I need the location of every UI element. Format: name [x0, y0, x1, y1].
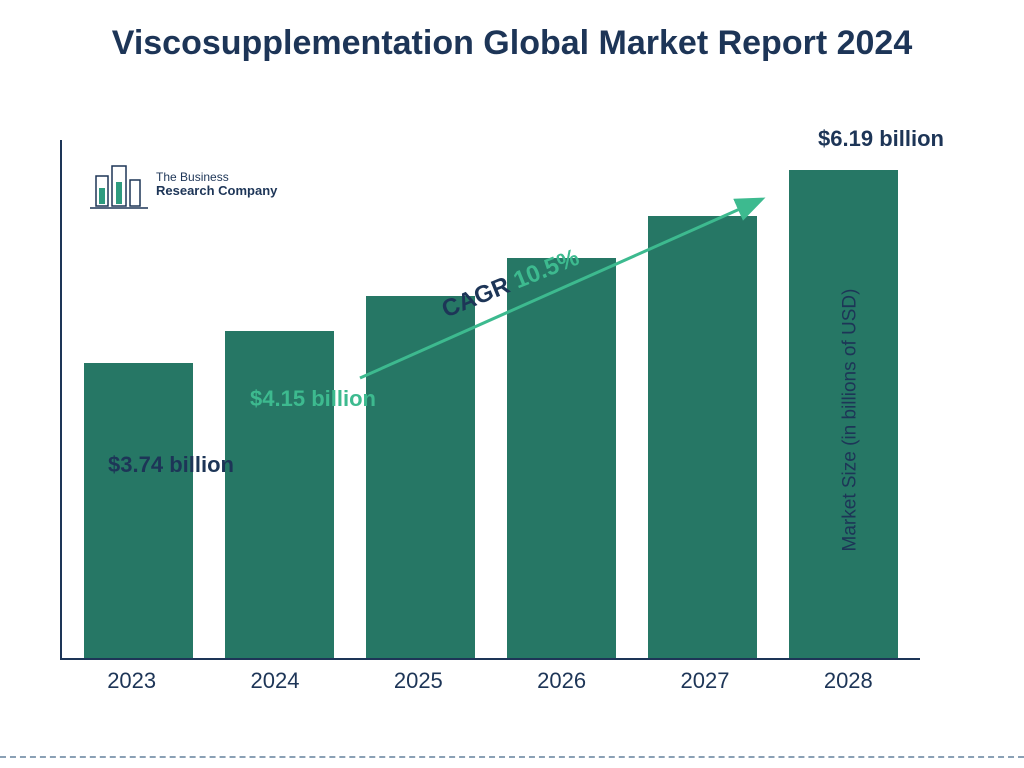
plot-area: [60, 140, 920, 660]
x-axis-labels: 2023 2024 2025 2026 2027 2028: [60, 662, 920, 700]
bar-2027: [648, 216, 758, 658]
bar-col: [632, 140, 773, 658]
value-label-2024: $4.15 billion: [248, 386, 378, 412]
y-axis-label: Market Size (in billions of USD): [840, 289, 862, 552]
bar-col: [491, 140, 632, 658]
bar-2023: [84, 363, 194, 658]
x-label: 2026: [490, 662, 633, 700]
x-label: 2024: [203, 662, 346, 700]
x-label: 2028: [777, 662, 920, 700]
bars-container: [62, 140, 920, 658]
bar-col: [68, 140, 209, 658]
chart-area: 2023 2024 2025 2026 2027 2028 Market Siz…: [60, 140, 940, 700]
chart-title: Viscosupplementation Global Market Repor…: [0, 0, 1024, 75]
bar-2025: [366, 296, 476, 658]
value-label-2023: $3.74 billion: [106, 452, 236, 478]
x-label: 2023: [60, 662, 203, 700]
x-label: 2027: [633, 662, 776, 700]
bar-2026: [507, 258, 617, 658]
x-label: 2025: [347, 662, 490, 700]
value-label-2028: $6.19 billion: [816, 126, 946, 152]
bar-2024: [225, 331, 335, 658]
bottom-dashed-rule: [0, 756, 1024, 758]
